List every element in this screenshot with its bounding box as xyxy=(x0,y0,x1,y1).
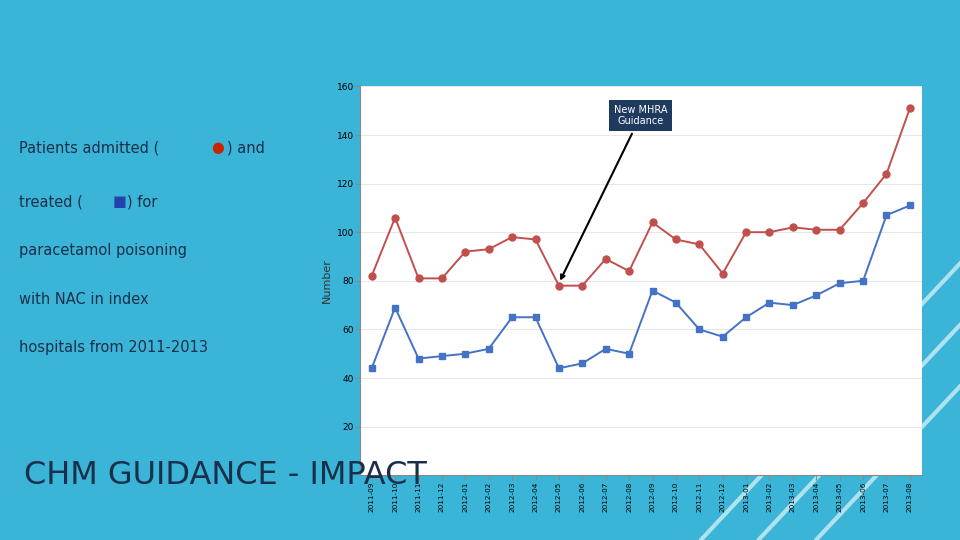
Text: treated (: treated ( xyxy=(19,194,84,210)
Text: ) and: ) and xyxy=(227,140,265,156)
Y-axis label: Number: Number xyxy=(323,258,332,303)
Text: with NAC in index: with NAC in index xyxy=(19,292,149,307)
Text: New MHRA
Guidance: New MHRA Guidance xyxy=(561,105,667,279)
Text: CHM GUIDANCE - IMPACT: CHM GUIDANCE - IMPACT xyxy=(24,461,427,491)
Text: ) for: ) for xyxy=(127,194,157,210)
Text: ●: ● xyxy=(211,140,224,156)
Text: hospitals from 2011-2013: hospitals from 2011-2013 xyxy=(19,340,208,355)
Text: ■: ■ xyxy=(112,194,126,210)
Text: paracetamol poisoning: paracetamol poisoning xyxy=(19,243,187,258)
Text: Patients admitted (: Patients admitted ( xyxy=(19,140,159,156)
